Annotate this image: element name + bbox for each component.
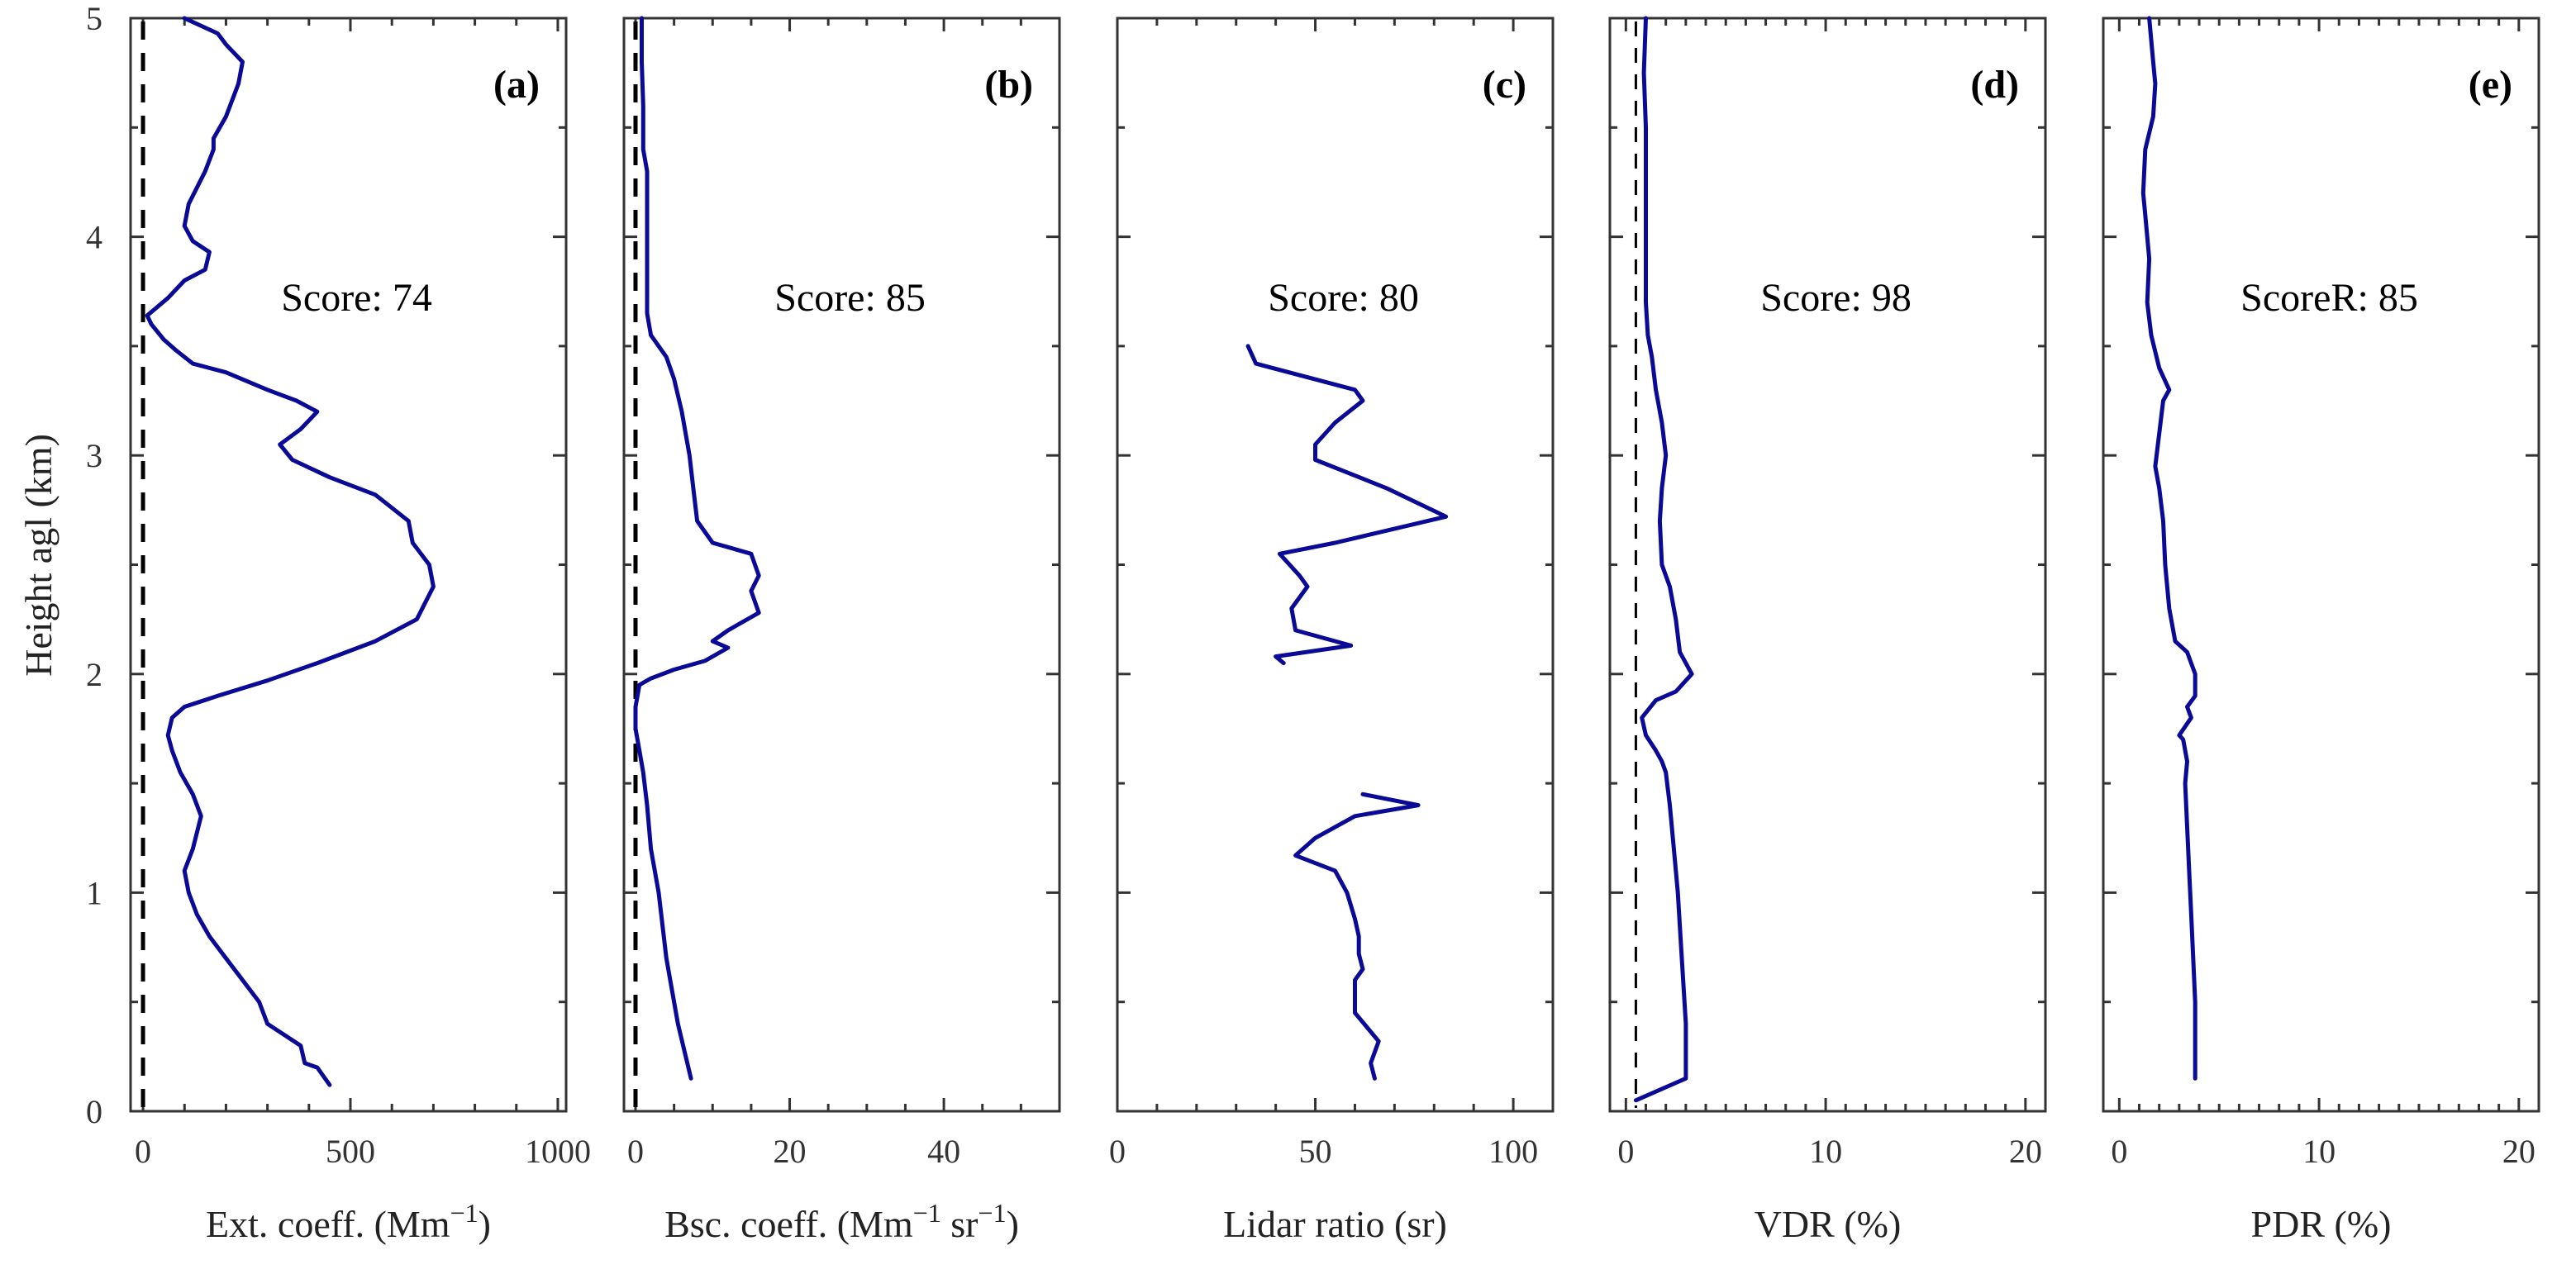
x-tick-label: 0 xyxy=(2111,1133,2127,1170)
x-tick-label: 100 xyxy=(1488,1133,1538,1170)
x-label-text: ) xyxy=(1007,1203,1019,1245)
score-label: Score: 85 xyxy=(774,276,926,320)
y-tick-label: 1 xyxy=(86,874,102,911)
y-axis-label: Height agl (km) xyxy=(17,434,60,677)
panel-tag: (d) xyxy=(1970,63,2019,107)
panel-tag: (b) xyxy=(984,63,1033,107)
panel-tag: (e) xyxy=(2469,63,2512,107)
panel-5: 0 10 20 (e) ScoreR: 85 PDR (%) xyxy=(2102,16,2540,1245)
x-tick-label: 10 xyxy=(2302,1133,2336,1170)
x-axis-label: Lidar ratio (sr) xyxy=(1223,1203,1447,1245)
score-label: Score: 80 xyxy=(1268,276,1419,320)
x-axis-label: VDR (%) xyxy=(1755,1203,1902,1245)
score-label: ScoreR: 85 xyxy=(2240,276,2418,320)
panel-4: 0 10 20 (d) Score: 98 VDR (%) xyxy=(1608,16,2047,1245)
data-line-2 xyxy=(1245,344,1449,666)
x-tick-label: 20 xyxy=(2502,1133,2536,1170)
x-label-superscript: −1 xyxy=(913,1198,941,1228)
panel-tag: (a) xyxy=(493,63,540,107)
x-label-superscript: −1 xyxy=(978,1198,1007,1228)
plot-frame xyxy=(1116,17,1555,1113)
data-line-1 xyxy=(145,16,436,1087)
y-tick-label: 0 xyxy=(86,1093,102,1130)
y-tick-label: 3 xyxy=(86,437,102,474)
x-label-text: Ext. coeff. (Mm xyxy=(206,1203,450,1245)
x-tick-label: 0 xyxy=(1617,1133,1634,1170)
x-tick-label: 20 xyxy=(2009,1133,2042,1170)
x-label-text: sr xyxy=(941,1203,978,1245)
panel-3: 0 50 100 (c) Score: 80 Lidar ratio (sr) xyxy=(1109,17,1555,1245)
y-tick-label: 4 xyxy=(86,219,102,256)
x-label-text: ) xyxy=(479,1203,491,1245)
data-line-1 xyxy=(1633,16,1694,1103)
x-tick-label: 500 xyxy=(326,1133,375,1170)
data-line-1 xyxy=(633,16,761,1081)
x-tick-label: 40 xyxy=(927,1133,960,1170)
x-tick-label: 0 xyxy=(627,1133,644,1170)
x-tick-label: 0 xyxy=(135,1133,151,1170)
panel-1: 0 1 2 3 4 5 0 500 1000 (a) Score: 74 Ext. coeff. (M… xyxy=(86,0,591,1245)
x-tick-label: 1000 xyxy=(525,1133,591,1170)
plot-frame xyxy=(129,17,568,1113)
x-axis-label: PDR (%) xyxy=(2251,1203,2392,1245)
x-label-text: PDR (%) xyxy=(2251,1203,2392,1245)
x-label-text: Lidar ratio (sr) xyxy=(1223,1203,1447,1245)
score-label: Score: 98 xyxy=(1760,276,1912,320)
x-tick-label: 10 xyxy=(1809,1133,1842,1170)
x-tick-label: 0 xyxy=(1109,1133,1126,1170)
x-axis-label: Ext. coeff. (Mm−1) xyxy=(206,1198,491,1245)
data-line-1 xyxy=(2140,16,2197,1081)
x-tick-label: 50 xyxy=(1299,1133,1332,1170)
y-tick-label: 5 xyxy=(86,0,102,37)
plot-frame xyxy=(2102,17,2540,1113)
y-tick-label: 2 xyxy=(86,656,102,693)
panel-tag: (c) xyxy=(1483,63,1526,107)
x-tick-label: 20 xyxy=(774,1133,807,1170)
plot-frame xyxy=(622,17,1061,1113)
x-label-text: Bsc. coeff. (Mm xyxy=(664,1203,913,1245)
score-label: Score: 74 xyxy=(281,276,432,320)
x-axis-label: Bsc. coeff. (Mm−1 sr−1) xyxy=(664,1198,1019,1245)
x-label-superscript: −1 xyxy=(450,1198,479,1228)
x-label-text: VDR (%) xyxy=(1755,1203,1902,1245)
plot-frame xyxy=(1608,17,2047,1113)
data-line-1 xyxy=(1293,791,1421,1081)
